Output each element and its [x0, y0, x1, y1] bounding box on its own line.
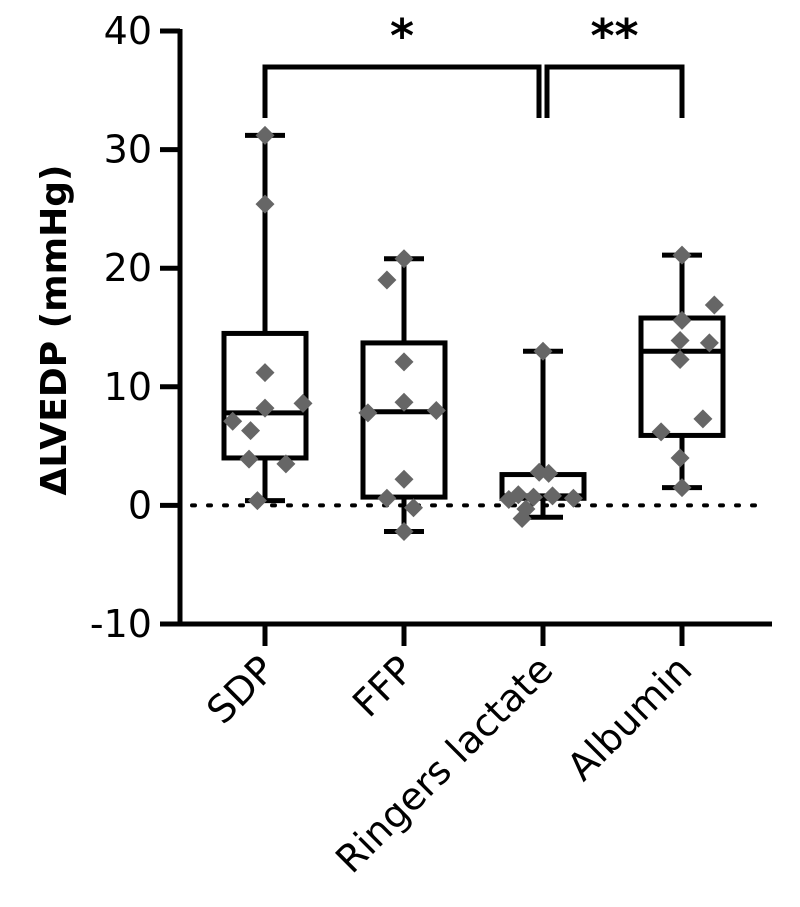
- data-point-marker: [524, 487, 543, 507]
- x-category-label: FFP: [344, 647, 422, 725]
- significance-bracket: [544, 64, 685, 118]
- data-point-marker: [255, 194, 275, 214]
- data-point-marker: [377, 270, 397, 290]
- data-point-marker: [223, 411, 243, 431]
- data-point-marker: [539, 463, 559, 483]
- data-point-marker: [426, 401, 446, 421]
- data-point-marker: [241, 421, 261, 441]
- data-point-marker: [672, 310, 692, 330]
- x-category-label: SDP: [198, 647, 283, 732]
- iqr-box: [221, 330, 309, 461]
- y-tick-label: 20: [104, 246, 152, 290]
- iqr-box: [360, 340, 448, 500]
- data-point-marker: [670, 350, 690, 370]
- data-point-marker: [255, 125, 275, 145]
- significance-label: **: [590, 9, 638, 63]
- data-point-marker: [670, 448, 690, 468]
- data-point-marker: [404, 498, 423, 518]
- data-point-marker: [255, 398, 275, 418]
- data-point-marker: [255, 363, 275, 383]
- y-axis-label: ΔLVEDP (mmHg): [34, 165, 75, 496]
- x-category-label: Albumin: [559, 647, 701, 789]
- data-point-marker: [239, 449, 259, 469]
- data-point-marker: [693, 409, 713, 429]
- y-tick-label: 30: [104, 128, 152, 172]
- data-point-marker: [394, 392, 414, 412]
- data-point-marker: [699, 333, 719, 353]
- y-tick-label: 10: [104, 365, 152, 409]
- data-point-marker: [672, 478, 692, 498]
- data-point-marker: [670, 331, 690, 351]
- data-point-marker: [394, 249, 414, 269]
- significance-label: *: [390, 9, 414, 63]
- data-point-marker: [533, 341, 553, 361]
- data-point-marker: [704, 295, 724, 315]
- data-point-marker: [394, 469, 414, 489]
- data-point-marker: [394, 521, 414, 541]
- data-point-marker: [293, 393, 313, 413]
- data-point-marker: [247, 491, 267, 511]
- y-tick-label: 0: [128, 483, 152, 527]
- data-point-marker: [358, 403, 378, 423]
- y-tick-label: 40: [104, 9, 152, 53]
- data-point-marker: [543, 486, 562, 506]
- data-point-marker: [377, 488, 397, 508]
- data-point-marker: [394, 352, 414, 372]
- data-point-marker: [563, 488, 583, 508]
- data-point-marker: [651, 422, 671, 442]
- data-point-marker: [512, 508, 532, 528]
- significance-bracket: [262, 64, 542, 118]
- data-point-marker: [672, 245, 692, 265]
- data-point-marker: [276, 454, 296, 474]
- data-point-marker: [499, 489, 519, 509]
- y-tick-label: -10: [90, 602, 152, 646]
